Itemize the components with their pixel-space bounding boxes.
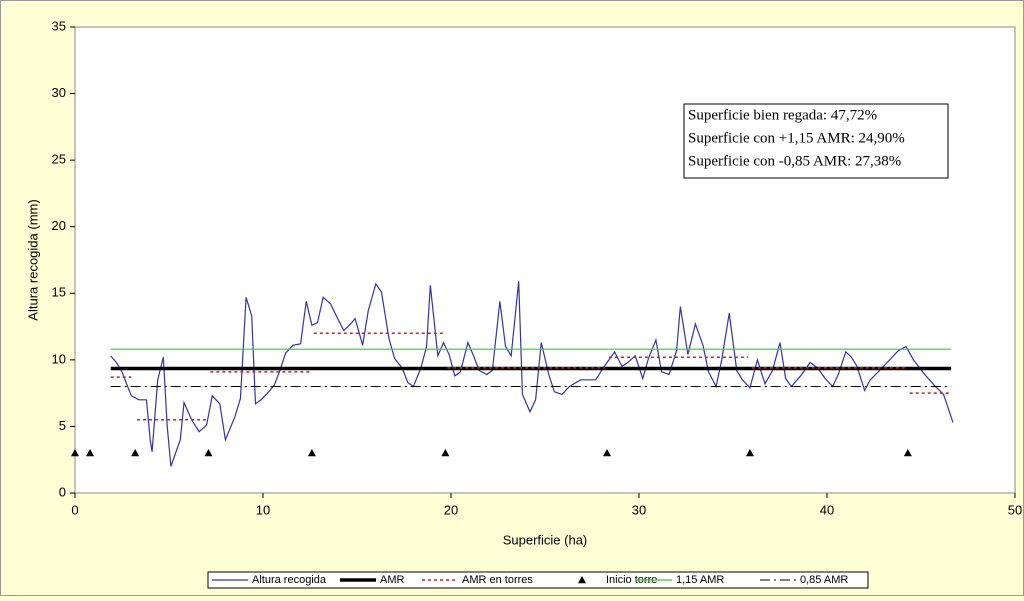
- y-tick-label: 0: [59, 484, 66, 499]
- legend-label: 0,85 AMR: [800, 574, 848, 586]
- legend: [207, 571, 869, 589]
- y-tick-label: 5: [59, 418, 66, 433]
- x-tick-label: 10: [256, 502, 270, 517]
- marker: [903, 449, 912, 457]
- legend-label: AMR: [380, 574, 405, 586]
- legend-label: 1,15 AMR: [676, 574, 724, 586]
- marker: [86, 449, 95, 457]
- y-tick-label: 20: [52, 218, 66, 233]
- marker: [441, 449, 450, 457]
- y-tick-label: 35: [52, 18, 66, 33]
- annotation-box: [683, 103, 949, 179]
- x-tick-label: 50: [1008, 502, 1022, 517]
- marker: [71, 449, 79, 457]
- y-tick-label: 10: [52, 351, 66, 366]
- series-line: [110, 281, 954, 467]
- legend-swatch: [578, 576, 586, 584]
- x-axis-label: Superficie (ha): [503, 532, 588, 547]
- x-tick-label: 40: [820, 502, 834, 517]
- x-tick-label: 20: [444, 502, 458, 517]
- annotation: Superficie bien regada: 47,72%: [688, 107, 877, 123]
- y-axis-label: Altura recogida (mm): [25, 199, 40, 320]
- marker: [603, 449, 612, 457]
- legend-label: AMR en torres: [462, 574, 533, 586]
- marker: [131, 449, 140, 457]
- legend-label: Altura recogida: [252, 574, 327, 586]
- y-tick-label: 25: [52, 152, 66, 167]
- x-tick-label: 0: [71, 502, 78, 517]
- y-tick-label: 30: [52, 85, 66, 100]
- x-tick-label: 30: [632, 502, 646, 517]
- annotation: Superficie con +1,15 AMR: 24,90%: [688, 130, 905, 146]
- marker: [307, 449, 316, 457]
- annotation: Superficie con -0,85 AMR: 27,38%: [688, 153, 901, 169]
- plot-area: [74, 26, 1016, 494]
- y-tick-label: 15: [52, 285, 66, 300]
- legend-label: Inicio torre: [606, 574, 657, 586]
- marker: [745, 449, 754, 457]
- marker: [204, 449, 213, 457]
